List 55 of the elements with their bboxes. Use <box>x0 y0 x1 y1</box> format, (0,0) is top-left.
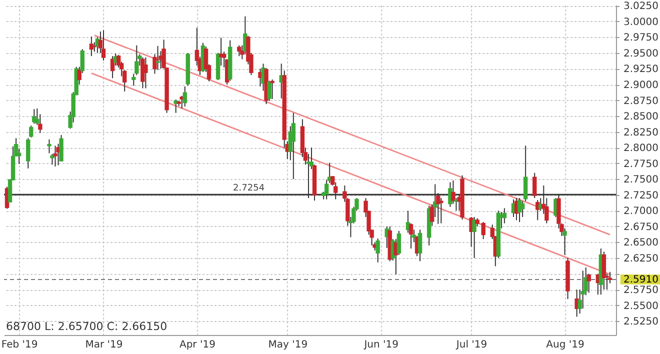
y-tick-label: 2.6500 <box>624 238 658 249</box>
x-tick-label: May '19 <box>268 340 308 350</box>
candlestick <box>156 46 160 70</box>
x-tick-label: Aug '19 <box>546 340 584 350</box>
candlestick <box>174 99 178 114</box>
candlestick <box>291 112 296 180</box>
x-tick-label: Jun '19 <box>363 340 398 350</box>
y-tick-label: 2.9250 <box>624 64 658 76</box>
candlestick <box>101 30 106 62</box>
y-tick-label: 2.5500 <box>624 300 658 312</box>
ref-line-label: 2.5910 <box>624 274 658 286</box>
y-tick-label: 2.9000 <box>624 80 658 92</box>
candlestick <box>439 198 444 224</box>
y-tick-label: 2.8250 <box>624 127 658 138</box>
y-tick-label: 2.8000 <box>624 143 658 154</box>
candlestick <box>472 216 476 259</box>
x-tick-label: Mar '19 <box>85 340 123 350</box>
candlestick <box>237 44 242 57</box>
candlestick <box>132 73 136 86</box>
y-tick-label: 2.7250 <box>624 190 658 202</box>
x-tick-label: Feb '19 <box>1 340 38 350</box>
y-tick-label: 2.8750 <box>624 96 658 107</box>
y-tick-label: 2.7500 <box>624 174 658 186</box>
candlestick <box>134 44 139 76</box>
candlestick <box>562 228 567 256</box>
y-tick-label: 2.9750 <box>624 32 658 44</box>
x-tick-label: Apr '19 <box>179 340 216 350</box>
ref-line-label: 2.7254 <box>233 184 265 194</box>
candlestick <box>47 138 52 154</box>
candlestick <box>182 86 187 108</box>
y-tick-label: 2.8500 <box>624 112 658 123</box>
candlestick <box>418 229 422 262</box>
candlestick <box>29 125 34 138</box>
candlestick <box>267 80 272 102</box>
y-tick-label: 3.0000 <box>624 16 658 28</box>
y-tick-label: 2.6750 <box>624 222 658 233</box>
candlestick <box>89 36 94 57</box>
candlestick <box>16 148 22 165</box>
candlestick <box>26 138 30 169</box>
annotation: 68700 L: 2.65700 C: 2.66150 <box>6 320 168 333</box>
y-tick-label: 3.0250 <box>624 1 658 12</box>
candlestick <box>53 145 58 168</box>
y-tick-label: 2.7750 <box>624 158 658 170</box>
candlestick <box>144 56 148 89</box>
x-tick-label: Jul '19 <box>455 340 488 350</box>
y-tick-label: 2.6250 <box>624 254 658 265</box>
candlestick <box>59 134 64 162</box>
candlestick <box>602 251 606 290</box>
candlestick <box>140 56 145 89</box>
candlestick <box>520 200 525 218</box>
y-tick-label: 2.7000 <box>624 206 658 218</box>
candlestick <box>376 238 380 263</box>
y-tick-label: 2.5750 <box>624 285 658 296</box>
y-tick-label: 2.9500 <box>624 48 658 60</box>
y-tick-label: 2.5250 <box>624 316 658 328</box>
